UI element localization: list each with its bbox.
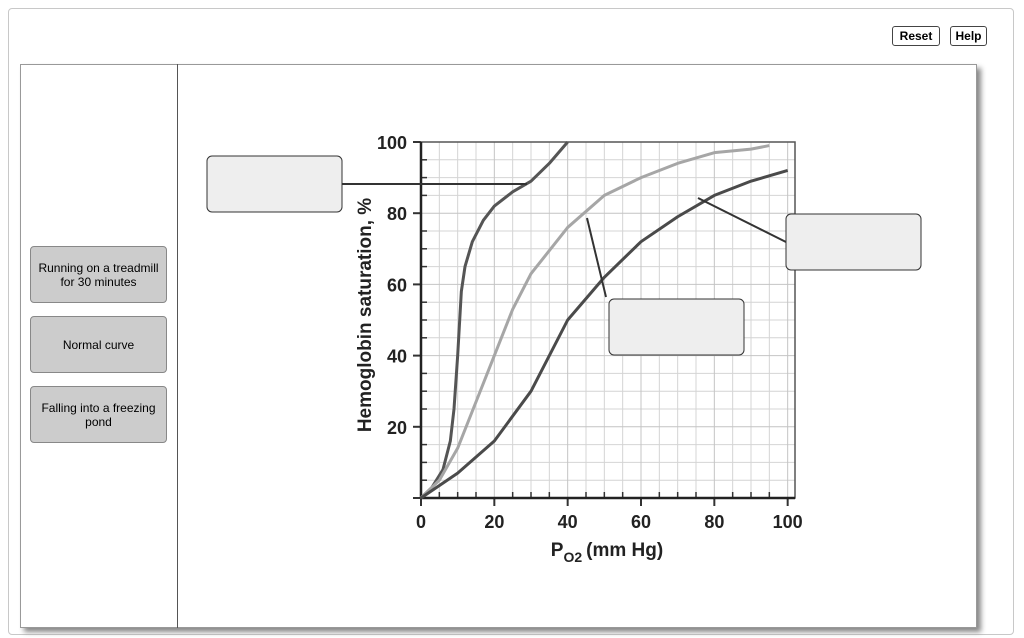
- curve: [420, 169, 789, 500]
- y-tick-label: 80: [387, 204, 407, 224]
- drag-tile[interactable]: Normal curve: [30, 316, 167, 373]
- x-tick-label: 80: [704, 512, 724, 532]
- x-label-unit: (mm Hg): [586, 540, 663, 561]
- x-label-sub: O2: [563, 549, 582, 565]
- plot-area: 0 20 40 60 80 100 20 40 60 80 100: [377, 133, 803, 532]
- x-tick-label: 0: [416, 512, 426, 532]
- drop-zone[interactable]: [785, 213, 922, 271]
- x-tick-label: 20: [484, 512, 504, 532]
- help-button[interactable]: Help: [950, 26, 987, 46]
- y-tick-label: 20: [387, 418, 407, 438]
- reset-button[interactable]: Reset: [892, 26, 940, 46]
- drag-tile[interactable]: Falling into a freezing pond: [30, 386, 167, 443]
- y-axis-label: Hemoglobin saturation, %: [355, 198, 376, 432]
- y-tick-label: 60: [387, 275, 407, 295]
- drop-zone[interactable]: [206, 155, 343, 213]
- drag-tile[interactable]: Running on a treadmill for 30 minutes: [30, 246, 167, 303]
- window-frame: [8, 8, 1014, 635]
- y-tick-label: 40: [387, 347, 407, 367]
- leader-line: [697, 197, 787, 243]
- x-label-main: P: [551, 540, 564, 561]
- y-tick-label: 100: [377, 133, 407, 153]
- x-tick-label: 100: [773, 512, 803, 532]
- panel-divider: [177, 64, 178, 628]
- x-tick-label: 40: [558, 512, 578, 532]
- x-tick-label: 60: [631, 512, 651, 532]
- x-axis-label: PO2 (mm Hg): [551, 540, 663, 565]
- drop-zone[interactable]: [608, 298, 745, 356]
- curve: [419, 144, 770, 500]
- leader-line: [586, 217, 607, 298]
